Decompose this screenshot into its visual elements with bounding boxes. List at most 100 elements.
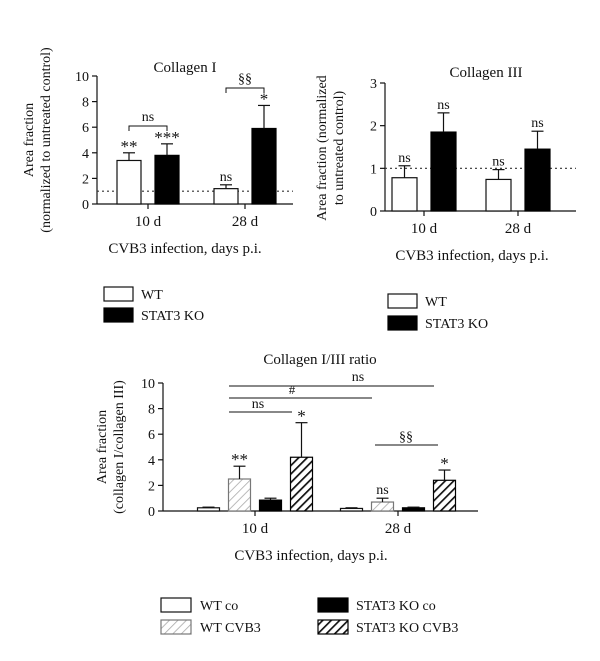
panel-c-xlabel: CVB3 infection, days p.i. (234, 548, 387, 564)
y-tick-label: 8 (82, 96, 89, 111)
bar (391, 177, 418, 212)
significance-label: ** (121, 137, 138, 156)
legend-swatch-wt (103, 286, 134, 302)
bar (116, 159, 142, 205)
bar (432, 479, 457, 512)
comparison-label: §§ (399, 430, 413, 445)
significance-label: ns (492, 155, 504, 170)
bar (524, 148, 551, 212)
comparison-label: ns (142, 110, 154, 125)
y-tick-label: 10 (141, 377, 155, 392)
comparison-label: # (289, 382, 296, 397)
panel-collagen-ratio: Collagen I/III ratio Area fraction (coll… (95, 352, 478, 564)
x-tick-label: 10 d (135, 214, 162, 230)
panel-c-bars: ***ns* (196, 407, 457, 512)
x-tick-label: 28 d (232, 214, 259, 230)
panel-a-title: Collagen I (154, 60, 217, 76)
panel-collagen-iii: Collagen III Area fraction (normalized t… (315, 65, 576, 264)
panel-collagen-i: Collagen I Area fraction (normalized to … (22, 47, 293, 257)
panel-b-legend: WT STAT3 KO (387, 293, 488, 332)
panel-b-ylabel-line2: to untreated control) (332, 91, 347, 206)
legend-label-wt: WT (425, 295, 447, 310)
significance-label: ns (437, 98, 449, 113)
significance-label: * (440, 454, 449, 473)
significance-label: ** (231, 450, 248, 469)
significance-label: ns (398, 151, 410, 166)
panel-b-ylabel-line1: Area fraction (normalized (315, 75, 330, 220)
y-tick-label: 2 (370, 120, 377, 135)
significance-label: ns (531, 116, 543, 131)
panel-c-title: Collagen I/III ratio (263, 352, 376, 368)
legend-label-stat3-ko-co: STAT3 KO co (356, 599, 436, 614)
comparison-label: §§ (238, 72, 252, 87)
x-tick-label: 10 d (242, 521, 269, 537)
bar (227, 478, 252, 512)
legend-label-wt: WT (141, 288, 163, 303)
legend-label-stat3-ko: STAT3 KO (141, 309, 204, 324)
panel-b-xlabel: CVB3 infection, days p.i. (395, 248, 548, 264)
panel-a-ylabel-line2: (normalized to untreated control) (39, 47, 54, 233)
legend-swatch-stat3-ko-co (317, 597, 349, 613)
y-tick-label: 0 (82, 198, 89, 213)
y-tick-label: 2 (82, 172, 89, 187)
significance-label: ns (376, 483, 388, 498)
legend-swatch-wt-co (160, 597, 192, 613)
y-tick-label: 10 (75, 70, 89, 85)
panel-c-comparison-ns-long: ns (229, 370, 434, 387)
panel-a-comparison-10d: ns (128, 110, 168, 131)
panel-a-xlabel: CVB3 infection, days p.i. (108, 241, 261, 257)
y-tick-label: 0 (370, 205, 377, 220)
bar (339, 507, 364, 512)
panel-a-comparison-28d: §§ (225, 72, 265, 93)
panel-c-ylabel-line1: Area fraction (95, 410, 110, 484)
bar (154, 154, 180, 205)
y-tick-label: 6 (148, 428, 155, 443)
legend-swatch-wt (387, 293, 418, 309)
significance-label: * (297, 407, 306, 426)
bar (251, 127, 277, 205)
panel-c-ylabel-line2: (collagen I/collagen III) (112, 380, 127, 514)
y-tick-label: 1 (370, 162, 377, 177)
x-tick-label: 28 d (505, 221, 532, 237)
bar (213, 188, 239, 205)
panel-c-legend: WT co WT CVB3 STAT3 KO co STAT3 KO CVB3 (160, 597, 458, 636)
panel-a-bars: ** ***ns* (97, 89, 293, 205)
panel-b-title: Collagen III (450, 65, 523, 81)
bar (258, 499, 283, 512)
x-tick-label: 28 d (385, 521, 412, 537)
panel-c-comparison-ns-10d: ns (229, 397, 292, 413)
legend-label-wt-cvb3: WT CVB3 (200, 621, 261, 636)
bar (401, 507, 426, 512)
y-tick-label: 8 (148, 403, 155, 418)
legend-label-stat3-ko-cvb3: STAT3 KO CVB3 (356, 621, 458, 636)
significance-label: *** (154, 128, 180, 147)
panel-a-legend: WT STAT3 KO (103, 286, 204, 324)
significance-label: * (260, 89, 269, 108)
y-tick-label: 2 (148, 479, 155, 494)
legend-swatch-stat3-ko (387, 315, 418, 331)
significance-label: ns (220, 170, 232, 185)
legend-label-stat3-ko: STAT3 KO (425, 317, 488, 332)
legend-swatch-wt-cvb3 (160, 619, 192, 635)
comparison-label: ns (352, 370, 364, 385)
bar (430, 131, 457, 212)
legend-swatch-stat3-ko-cvb3 (317, 619, 349, 635)
panel-c-comparison-hash: # (229, 382, 372, 399)
y-tick-label: 6 (82, 121, 89, 136)
panel-c-comparison-ss-28d: §§ (375, 430, 438, 446)
bar (370, 501, 395, 512)
y-tick-label: 3 (370, 77, 377, 92)
bar (196, 507, 221, 512)
panel-a-ylabel-line1: Area fraction (22, 103, 37, 177)
panel-b-bars: ns ns ns ns (385, 98, 576, 212)
bar (485, 178, 512, 212)
legend-swatch-stat3-ko (103, 307, 134, 323)
x-tick-label: 10 d (411, 221, 438, 237)
y-tick-label: 0 (148, 505, 155, 520)
bar (289, 456, 314, 512)
legend-label-wt-co: WT co (200, 599, 238, 614)
y-tick-label: 4 (148, 454, 155, 469)
comparison-label: ns (252, 397, 264, 412)
y-tick-label: 4 (82, 147, 89, 162)
